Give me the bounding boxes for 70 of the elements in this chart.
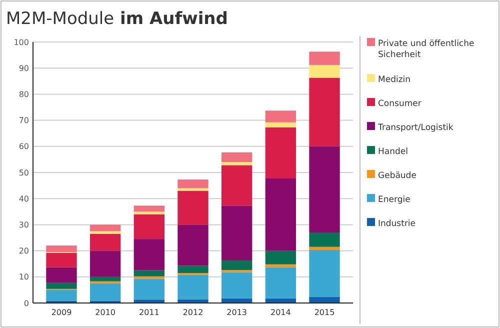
bar xyxy=(265,250,296,264)
bar xyxy=(309,52,340,65)
x-tick-label: 2015 xyxy=(314,308,335,317)
bar xyxy=(178,274,208,300)
x-tick-label: 2013 xyxy=(226,308,248,317)
bar xyxy=(221,162,252,166)
y-tick-label: 30 xyxy=(18,220,29,230)
bar xyxy=(221,165,252,206)
x-tick-label: 2009 xyxy=(51,308,72,317)
legend-label: Industrie xyxy=(378,219,416,229)
bar xyxy=(134,214,165,240)
bar xyxy=(134,278,165,300)
bar xyxy=(221,260,252,270)
x-tick-label: 2010 xyxy=(95,308,116,317)
legend-label: Medizin xyxy=(378,75,411,85)
y-tick-label: 0 xyxy=(24,298,29,308)
bar xyxy=(265,122,296,128)
bar xyxy=(309,78,340,146)
bar xyxy=(265,110,296,122)
legend-label: Gebäude xyxy=(378,171,416,181)
bar xyxy=(309,296,340,303)
bar xyxy=(309,64,340,78)
legend-label: Private und öffentliche Sicherheit xyxy=(378,39,474,60)
bar xyxy=(90,276,121,282)
y-tick-label: 50 xyxy=(18,168,29,178)
bar xyxy=(309,232,340,247)
bar xyxy=(90,283,121,301)
legend-label: Transport/Logistik xyxy=(377,123,454,133)
bar xyxy=(178,180,208,188)
bar xyxy=(90,231,121,234)
bar xyxy=(265,178,296,251)
bar xyxy=(46,282,77,289)
bar xyxy=(90,234,121,251)
bar xyxy=(178,266,208,273)
bar xyxy=(221,152,252,162)
legend-label: Handel xyxy=(378,147,408,157)
bar xyxy=(265,127,296,179)
y-tick-label: 10 xyxy=(18,272,29,282)
bar xyxy=(178,224,208,266)
bar xyxy=(309,250,340,297)
bar xyxy=(265,267,296,298)
y-tick-label: 60 xyxy=(18,142,29,152)
bar xyxy=(221,272,252,298)
x-tick-label: 2014 xyxy=(270,308,291,317)
chart-title: M2M-Module im Aufwind xyxy=(6,9,228,29)
bar xyxy=(309,246,340,250)
y-tick-label: 40 xyxy=(18,194,29,204)
bar xyxy=(134,239,165,270)
bar xyxy=(46,290,77,301)
bar xyxy=(46,252,77,268)
bar xyxy=(221,206,252,260)
y-tick-label: 70 xyxy=(18,116,29,126)
bar xyxy=(134,212,165,214)
y-tick-label: 80 xyxy=(18,90,29,99)
x-tick-label: 2012 xyxy=(182,308,204,317)
bar xyxy=(178,190,208,225)
y-tick-label: 20 xyxy=(18,246,29,256)
bar xyxy=(134,206,165,212)
legend-label: Energie xyxy=(378,195,410,205)
bar xyxy=(134,270,165,276)
bar xyxy=(178,188,208,191)
y-tick-label: 90 xyxy=(18,64,29,73)
bar xyxy=(90,250,121,277)
y-tick-label: 100 xyxy=(14,38,29,47)
bar xyxy=(90,224,121,232)
bar xyxy=(46,246,77,252)
bar xyxy=(46,267,77,283)
x-tick-label: 2011 xyxy=(138,308,160,317)
bar xyxy=(309,146,340,233)
legend-label: Consumer xyxy=(378,99,422,109)
